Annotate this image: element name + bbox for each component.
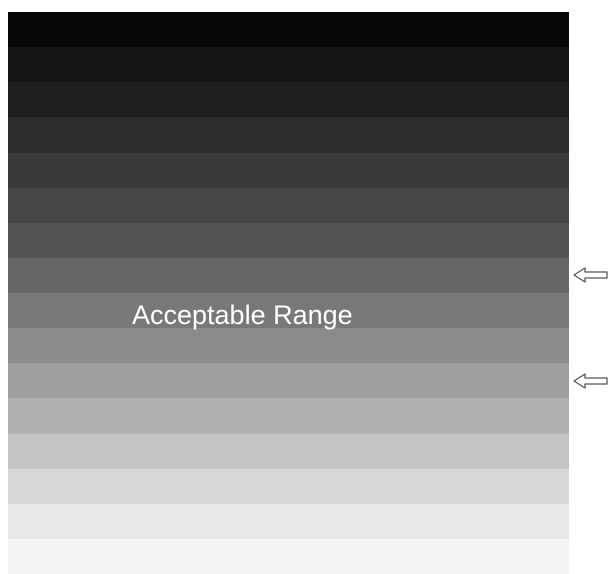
grayscale-step-8 [8, 258, 569, 293]
grayscale-step-10 [8, 328, 569, 363]
grayscale-step-15 [8, 504, 569, 539]
grayscale-step-16 [8, 539, 569, 574]
grayscale-step-1 [8, 12, 569, 47]
lower-limit-arrow-icon [573, 373, 608, 389]
grayscale-step-3 [8, 82, 569, 117]
grayscale-step-5 [8, 153, 569, 188]
grayscale-step-scale [8, 12, 569, 574]
grayscale-step-13 [8, 434, 569, 469]
top-cropped-text-strip [0, 0, 608, 12]
grayscale-step-4 [8, 117, 569, 153]
upper-limit-arrow-icon [573, 267, 608, 283]
grayscale-step-14 [8, 469, 569, 504]
grayscale-step-2 [8, 47, 569, 82]
acceptable-range-label: Acceptable Range [132, 300, 353, 330]
grayscale-step-6 [8, 188, 569, 223]
grayscale-step-9 [8, 293, 569, 328]
grayscale-step-12 [8, 398, 569, 434]
grayscale-step-11 [8, 363, 569, 398]
grayscale-step-7 [8, 223, 569, 258]
